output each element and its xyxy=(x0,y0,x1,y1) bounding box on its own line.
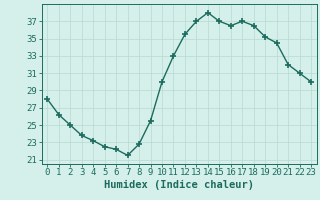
X-axis label: Humidex (Indice chaleur): Humidex (Indice chaleur) xyxy=(104,180,254,190)
